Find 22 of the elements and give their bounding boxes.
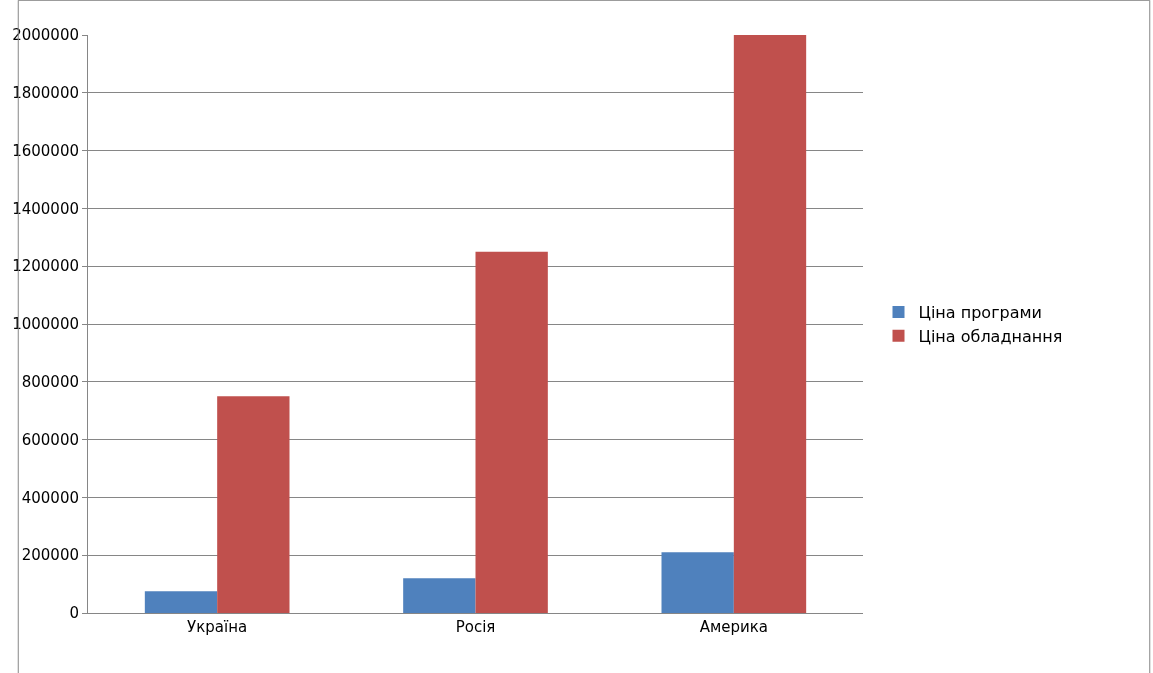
bar — [475, 251, 548, 613]
y-tick-label: 1000000 — [12, 315, 79, 334]
x-tick-label: Америка — [699, 618, 768, 636]
y-tick-label: 800000 — [21, 373, 79, 392]
bar — [733, 35, 807, 613]
y-tick-label: 1800000 — [12, 84, 79, 103]
bar — [661, 552, 734, 613]
y-tick-label: 0 — [69, 604, 79, 623]
bar — [403, 578, 476, 613]
x-tick-label: Україна — [187, 618, 248, 636]
bar — [144, 591, 218, 613]
x-tick-label: Росія — [455, 618, 496, 636]
legend-label: Ціна програми — [918, 303, 1042, 323]
y-tick-label: 1200000 — [12, 257, 79, 276]
y-tick-label: 400000 — [21, 488, 79, 507]
y-tick-label: 1400000 — [12, 199, 79, 218]
legend-label: Ціна обладнання — [918, 326, 1063, 346]
y-tick-label: 2000000 — [12, 26, 79, 45]
y-tick-label: 600000 — [21, 430, 79, 449]
y-tick-label: 200000 — [21, 546, 79, 565]
bar — [217, 396, 290, 613]
y-tick-label: 1600000 — [12, 141, 79, 160]
